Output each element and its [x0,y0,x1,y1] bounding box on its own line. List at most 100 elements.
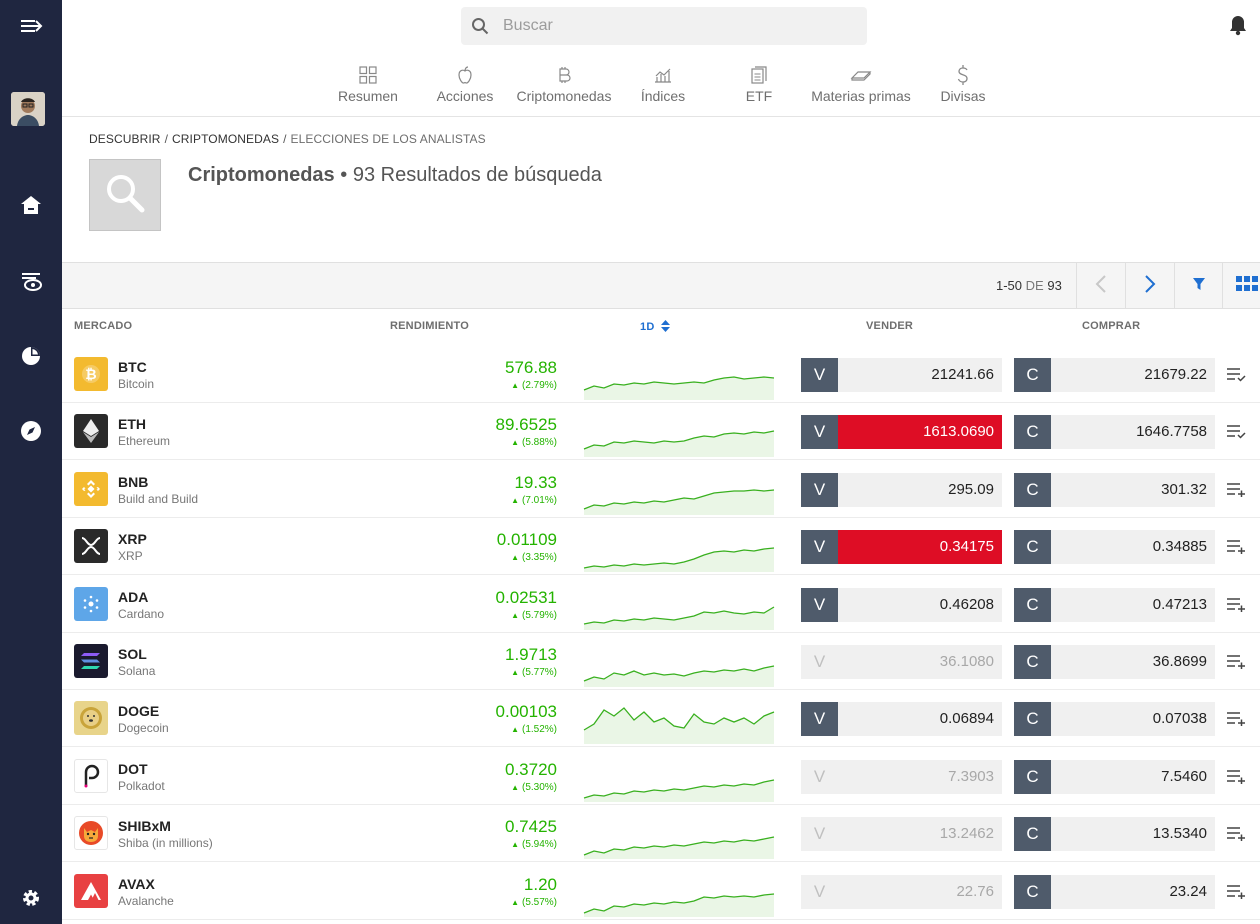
list-check-icon[interactable] [1226,366,1246,387]
notifications-bell-icon[interactable] [1228,14,1248,41]
buy-button[interactable]: C 301.32 [1014,472,1215,507]
list-add-icon[interactable] [1226,883,1246,904]
table-row[interactable]: ETH Ethereum 89.6525 ▲ (5.88%) V 1613.0690 C 164… [62,403,1260,461]
list-check-icon[interactable] [1226,423,1246,444]
tab-criptomonedas[interactable]: Criptomonedas [514,62,614,110]
instrument-symbol[interactable]: XRP [118,531,147,548]
tab-indices[interactable]: Índices [628,62,698,110]
tab-acciones[interactable]: Acciones [430,62,500,110]
buy-button[interactable]: C 7.5460 [1014,759,1215,794]
percent-change-value: (5.88%) [521,437,557,449]
breadcrumb-descubrir[interactable]: DESCUBRIR [89,132,161,146]
buy-price: 0.07038 [1051,702,1215,737]
table-row[interactable]: ₿ BTC Bitcoin 576.88 ▲ (2.79%) V 21241.66 C 21679… [62,346,1260,403]
sell-button[interactable]: V 0.34175 [801,530,1002,565]
breadcrumb-separator: / [164,132,169,146]
sell-price: 21241.66 [838,358,1002,392]
tab-etf[interactable]: ETF [724,62,794,110]
search-input[interactable] [503,7,853,45]
list-add-icon[interactable] [1226,653,1246,674]
list-add-icon[interactable] [1226,710,1246,731]
table-row[interactable]: AVAX Avalanche 1.20 ▲ (5.57%) V 22.76 C 23.24 [62,863,1260,920]
list-add-icon[interactable] [1226,825,1246,846]
instrument-symbol[interactable]: SOL [118,646,147,662]
price-change: 1.20 [523,874,557,894]
watchlist-icon[interactable] [13,263,49,299]
sell-button[interactable]: V 7.3903 [801,759,1002,794]
filter-icon [1192,277,1206,296]
buy-price: 0.47213 [1051,587,1215,622]
instrument-symbol[interactable]: BNB [118,473,149,490]
sparkline-line [583,430,775,450]
buy-button[interactable]: C 0.07038 [1014,702,1215,737]
table-row[interactable]: DOGE Dogecoin 0.00103 ▲ (1.52%) V 0.06894 C 0.07… [62,690,1260,748]
sell-button[interactable]: V 21241.66 [801,358,1002,392]
instrument-symbol[interactable]: BTC [118,359,147,375]
search-box[interactable] [461,7,867,45]
sell-button[interactable]: V 295.09 [801,472,1002,507]
tab-resumen[interactable]: Resumen [333,62,403,110]
instrument-symbol[interactable]: ADA [118,588,149,605]
page-total: 93 [1047,278,1062,293]
filter-button[interactable] [1174,263,1222,309]
avatar[interactable] [11,92,45,126]
instrument-symbol[interactable]: AVAX [118,875,155,892]
table-row[interactable]: DOT Polkadot 0.3720 ▲ (5.30%) V 7.3903 C 7.5460 [62,748,1260,805]
column-buy: COMPRAR [1082,320,1141,332]
list-add-icon[interactable] [1226,481,1246,502]
sell-label: V [801,530,838,565]
table-row[interactable]: XRP XRP 0.01109 ▲ (3.35%) V 0.34175 C 0.34885 [62,518,1260,576]
list-add-icon[interactable] [1226,596,1246,617]
list-add-icon[interactable] [1226,768,1246,789]
tab-materias-primas[interactable]: Materias primas [806,62,916,110]
instrument-symbol[interactable]: DOGE [118,703,160,720]
tab-divisas[interactable]: Divisas [928,62,998,110]
triangle-up-icon: ▲ [511,840,519,850]
chevron-left-icon [1095,274,1107,299]
sell-label: V [801,645,838,679]
grid-view-button[interactable] [1222,263,1260,309]
home-icon[interactable] [13,187,49,223]
breadcrumb-criptomonedas[interactable]: CRIPTOMONEDAS [172,132,280,146]
instrument-name: Cardano [118,606,165,621]
table-row[interactable]: SOL Solana 1.9713 ▲ (5.77%) V 36.1080 C 36.8699 [62,633,1260,690]
sell-button[interactable]: V 13.2462 [801,817,1002,852]
gold-bar-icon [806,62,916,88]
table-row[interactable]: SHIBxM Shiba (in millions) 0.7425 ▲ (5.94%) V… [62,805,1260,863]
buy-button[interactable]: C 36.8699 [1014,645,1215,679]
sell-button[interactable]: V 1613.0690 [801,415,1002,450]
price-change: 19.33 [514,472,557,492]
sell-button[interactable]: V 22.76 [801,874,1002,909]
price-change: 0.00103 [495,702,557,722]
buy-button[interactable]: C 21679.22 [1014,358,1215,392]
list-add-icon[interactable] [1226,538,1246,559]
buy-button[interactable]: C 0.34885 [1014,530,1215,565]
discover-compass-icon[interactable] [13,413,49,449]
table-row[interactable]: BNB Build and Build 19.33 ▲ (7.01%) V 295.09 C 3… [62,461,1260,518]
sell-button[interactable]: V 0.46208 [801,587,1002,622]
percent-change: ▲ (5.57%) [511,897,557,908]
table-row[interactable]: ADA Cardano 0.02531 ▲ (5.79%) V 0.46208 C 0.4721… [62,576,1260,633]
buy-price: 21679.22 [1051,358,1215,392]
instrument-symbol[interactable]: DOT [118,760,148,777]
buy-button[interactable]: C 13.5340 [1014,817,1215,852]
instrument-name: Avalanche [118,893,174,908]
next-page-button[interactable] [1125,263,1173,309]
buy-button[interactable]: C 1646.7758 [1014,415,1215,450]
sparkline-chart [583,892,775,917]
buy-button[interactable]: C 0.47213 [1014,587,1215,622]
prev-page-button[interactable] [1076,263,1124,309]
triangle-up-icon: ▲ [511,553,519,563]
buy-button[interactable]: C 23.24 [1014,874,1215,909]
instrument-symbol[interactable]: ETH [118,416,146,433]
buy-label: C [1014,645,1051,679]
price-change: 0.7425 [505,817,557,837]
instrument-symbol[interactable]: SHIBxM [118,818,171,835]
settings-gear-icon[interactable] [13,880,49,916]
expand-menu-icon[interactable] [13,8,49,44]
sell-button[interactable]: V 36.1080 [801,645,1002,679]
column-period-1d[interactable]: 1D [640,320,670,333]
buy-label: C [1014,530,1051,565]
sell-button[interactable]: V 0.06894 [801,702,1002,737]
portfolio-icon[interactable] [13,338,49,374]
